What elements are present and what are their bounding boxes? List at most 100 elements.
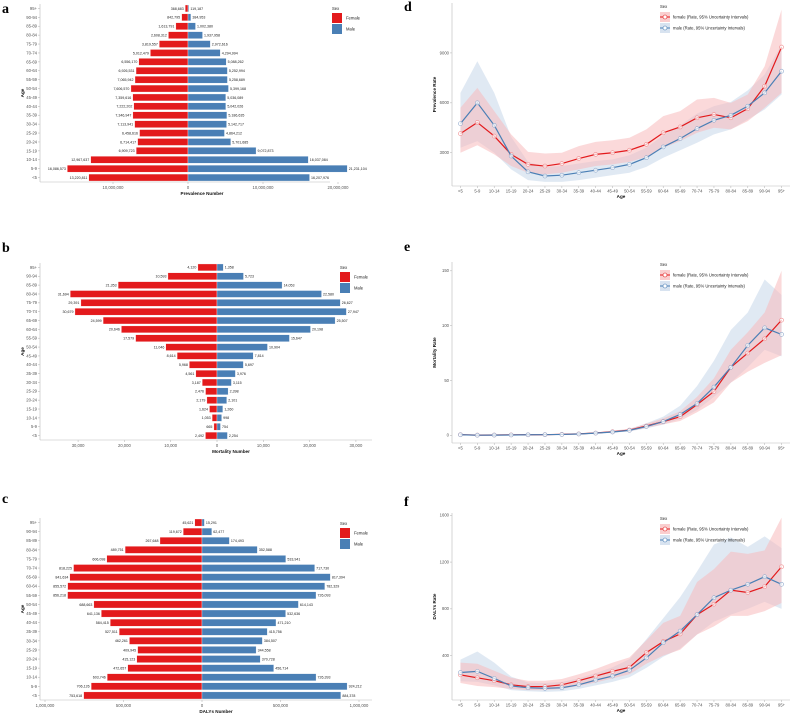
bar-male — [216, 281, 283, 289]
legend-title: Sex — [340, 265, 348, 270]
value-label-male: 21,231,104 — [349, 167, 367, 171]
bar-male — [216, 299, 341, 307]
x-tick-label: 30,000 — [72, 443, 85, 448]
bar-male — [201, 655, 261, 663]
y-tick-label: 80-84 — [26, 291, 37, 296]
series-line-male — [460, 576, 782, 689]
bar-male — [201, 546, 258, 554]
value-label-male: 471,210 — [277, 621, 290, 625]
x-tick-label: 65-69 — [675, 189, 686, 194]
data-point-female — [458, 131, 463, 136]
legend-label-male: male (Rate, 95% Uncertainty Intervals) — [673, 538, 746, 543]
value-label-male: 119,187 — [190, 7, 203, 11]
y-tick-label: 70-74 — [26, 50, 37, 55]
y-tick-label: 1200 — [440, 559, 450, 564]
bar-female — [168, 31, 189, 39]
data-point-female — [711, 112, 717, 117]
data-point-male — [745, 581, 751, 587]
bar-male — [216, 370, 236, 378]
data-point-male — [694, 401, 700, 406]
bar-male — [216, 423, 221, 431]
data-point-female — [779, 564, 784, 570]
x-axis-title: Mortality Number — [212, 449, 250, 454]
y-tick-label: 3000 — [440, 150, 450, 155]
bar-female — [93, 600, 203, 609]
data-point-male — [508, 432, 514, 438]
bar-female — [137, 646, 203, 654]
value-label-female: 4,120 — [187, 266, 196, 270]
value-label-female: 4,561 — [185, 372, 194, 376]
y-tick-label: 85-89 — [26, 24, 37, 29]
bar-male — [201, 591, 317, 600]
bar-female — [176, 352, 218, 360]
panel-letter: d — [404, 0, 412, 15]
legend-marker-male — [662, 25, 668, 31]
value-label-female: 2,476 — [195, 390, 204, 394]
x-tick-label: 20,000 — [118, 443, 131, 448]
value-label-female: 8,614 — [167, 354, 176, 358]
data-point-male — [728, 365, 734, 370]
bar-female — [133, 102, 189, 110]
value-label-male: 9,072,873 — [258, 149, 274, 153]
bar-female — [139, 129, 189, 137]
bar-female — [67, 582, 203, 590]
y-tick-label: 10-14 — [26, 415, 37, 420]
legend: Sex female (Rate, 95% Uncertainty Interva… — [660, 262, 749, 291]
legend-title: Sex — [660, 516, 668, 521]
bar-male — [187, 4, 190, 13]
y-tick-label: 15-19 — [26, 406, 37, 411]
data-point-female — [576, 678, 582, 684]
x-tick-label: <5 — [458, 703, 463, 708]
x-tick-label: 90-94 — [759, 703, 770, 708]
data-point-female — [677, 124, 683, 130]
legend-label-female: female (Rate, 95% Uncertainty Intervals) — [673, 273, 749, 278]
legend-swatch-male — [332, 24, 342, 34]
y-tick-label: 90-94 — [26, 15, 37, 20]
bar-male — [187, 173, 310, 182]
value-label-female: 584,415 — [96, 621, 109, 625]
data-point-male — [779, 332, 784, 337]
y-tick-label: 95+ — [30, 520, 38, 525]
x-tick-label: 45-49 — [607, 189, 618, 194]
y-tick-label: 80-84 — [26, 33, 37, 38]
value-label-male: 16,037,084 — [310, 158, 328, 162]
value-label-male: 2,398 — [230, 390, 239, 394]
data-point-male — [610, 673, 615, 679]
data-point-male — [694, 126, 700, 131]
y-tick-label: 55-59 — [26, 593, 37, 598]
data-point-female — [593, 152, 598, 157]
legend-swatch-male — [340, 539, 350, 549]
data-point-male — [491, 432, 497, 438]
value-label-male: 16,207,976 — [311, 176, 329, 180]
data-point-male — [508, 683, 514, 689]
bar-female — [135, 334, 218, 342]
bar-male — [187, 58, 227, 66]
value-label-female: 1,624 — [199, 407, 208, 411]
y-tick-label: 90-94 — [26, 529, 37, 534]
value-label-male: 456,714 — [275, 666, 288, 670]
y-tick-label: 35-39 — [26, 629, 37, 634]
bar-female — [197, 263, 218, 272]
bar-female — [209, 405, 218, 413]
legend-label-male: Male — [354, 286, 364, 291]
data-point-male — [491, 676, 497, 681]
panel-e: e Mortality Rate Age 0 50 100 150 <5 5-9 10-14 15-… — [404, 240, 790, 456]
value-label-female: 6,458,616 — [122, 131, 138, 135]
value-label-male: 384,953 — [192, 16, 205, 20]
x-tick-label: 30-34 — [556, 189, 567, 194]
x-tick-label: 5-9 — [474, 703, 481, 708]
y-tick-label: 30-34 — [26, 638, 37, 643]
bar-male — [201, 573, 331, 581]
legend-label-male: Male — [354, 542, 364, 547]
value-label-female: 6,909,723 — [119, 149, 135, 153]
value-label-male: 174,493 — [231, 539, 244, 543]
legend-title: Sex — [332, 6, 340, 11]
y-tick-label: 95+ — [30, 265, 38, 270]
data-point-male — [593, 430, 598, 436]
bar-female — [101, 609, 203, 618]
bar-male — [216, 396, 227, 404]
data-point-male — [576, 431, 582, 437]
legend-marker-male — [662, 283, 668, 289]
bar-male — [187, 120, 227, 128]
x-tick-label: 65-69 — [675, 703, 686, 708]
